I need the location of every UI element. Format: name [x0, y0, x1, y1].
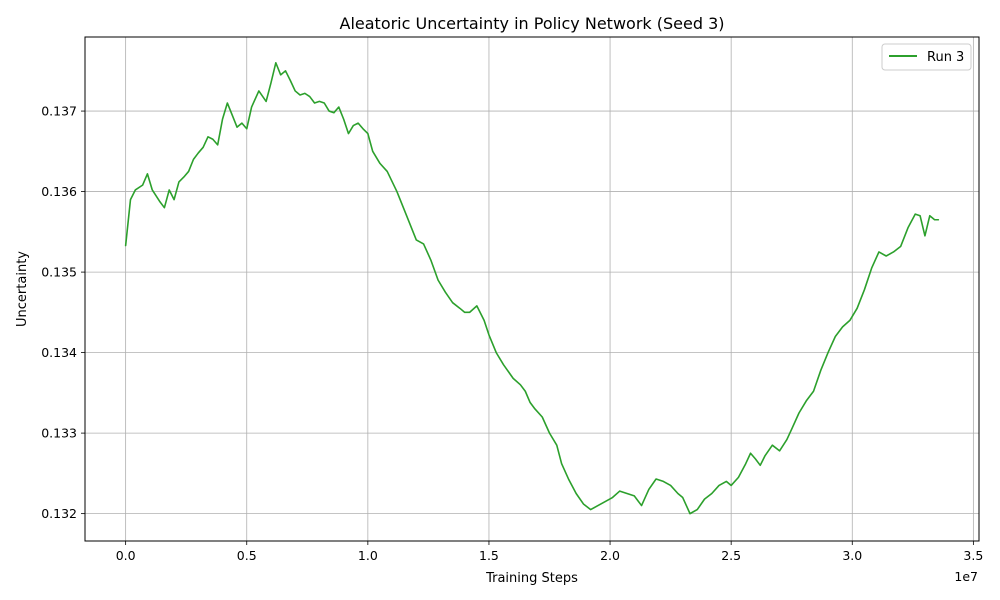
x-tick-label: 1.5 — [479, 548, 499, 563]
x-axis-ticks: 0.0 0.5 1.0 1.5 2.0 2.5 3.0 3.5 — [116, 541, 983, 563]
legend: Run 3 — [881, 43, 972, 71]
x-tick-label: 2.5 — [721, 548, 741, 563]
y-tick-label: 0.134 — [41, 345, 77, 360]
series-line-run-3 — [124, 61, 940, 515]
chart-title: Aleatoric Uncertainty in Policy Network … — [340, 14, 725, 33]
plot-area-frame — [84, 36, 980, 542]
x-tick-label: 0.5 — [237, 548, 257, 563]
x-axis-label: Training Steps — [485, 571, 578, 586]
x-tick-label: 0.0 — [116, 548, 136, 563]
x-tick-label: 3.5 — [963, 548, 983, 563]
y-tick-label: 0.133 — [41, 426, 77, 441]
y-axis-ticks: 0.132 0.133 0.134 0.135 0.136 0.137 — [41, 104, 85, 521]
y-axis-label: Uncertainty — [15, 251, 30, 327]
legend-label-run-3: Run 3 — [927, 50, 964, 65]
y-tick-label: 0.136 — [41, 184, 77, 199]
grid — [85, 37, 979, 541]
y-tick-label: 0.137 — [41, 104, 77, 119]
y-tick-label: 0.132 — [41, 506, 77, 521]
legend-box — [881, 43, 972, 71]
x-axis-offset-label: 1e7 — [954, 569, 978, 584]
x-tick-label: 3.0 — [842, 548, 862, 563]
y-tick-label: 0.135 — [41, 265, 77, 280]
x-tick-label: 1.0 — [358, 548, 378, 563]
series-layer — [124, 61, 940, 515]
x-tick-label: 2.0 — [600, 548, 620, 563]
